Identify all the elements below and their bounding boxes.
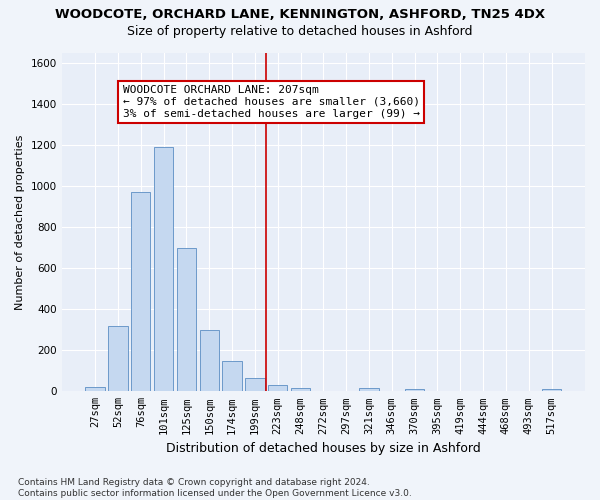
Text: WOODCOTE ORCHARD LANE: 207sqm
← 97% of detached houses are smaller (3,660)
3% of: WOODCOTE ORCHARD LANE: 207sqm ← 97% of d… xyxy=(122,86,419,118)
Bar xyxy=(405,390,424,392)
Bar xyxy=(223,360,242,392)
Text: WOODCOTE, ORCHARD LANE, KENNINGTON, ASHFORD, TN25 4DX: WOODCOTE, ORCHARD LANE, KENNINGTON, ASHF… xyxy=(55,8,545,20)
Bar xyxy=(268,385,287,392)
Bar xyxy=(245,378,265,392)
Bar xyxy=(154,147,173,392)
Text: Contains HM Land Registry data © Crown copyright and database right 2024.
Contai: Contains HM Land Registry data © Crown c… xyxy=(18,478,412,498)
Bar xyxy=(542,390,561,392)
Text: Size of property relative to detached houses in Ashford: Size of property relative to detached ho… xyxy=(127,25,473,38)
X-axis label: Distribution of detached houses by size in Ashford: Distribution of detached houses by size … xyxy=(166,442,481,455)
Bar xyxy=(291,388,310,392)
Bar xyxy=(85,387,105,392)
Bar xyxy=(108,326,128,392)
Bar xyxy=(131,192,151,392)
Y-axis label: Number of detached properties: Number of detached properties xyxy=(15,134,25,310)
Bar xyxy=(359,388,379,392)
Bar xyxy=(177,248,196,392)
Bar xyxy=(200,330,219,392)
